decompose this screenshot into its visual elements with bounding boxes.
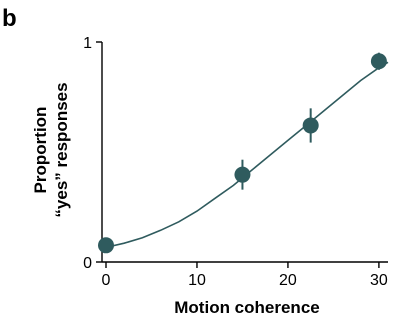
y-axis-title: Proportion “yes” responses: [31, 82, 71, 217]
data-point-3: [370, 53, 387, 70]
fit-curve: [105, 61, 389, 249]
axes: 0 10 20 30 0 1: [83, 35, 388, 289]
data-point-1: [234, 166, 251, 183]
y-tick-label-1: 1: [83, 35, 92, 52]
x-tick-label-0: 0: [102, 272, 111, 289]
y-axis-title-line-1: Proportion: [31, 107, 50, 194]
data-point-0: [98, 237, 114, 254]
data-point-2: [302, 117, 319, 134]
x-tick-label-3: 30: [370, 272, 388, 289]
data-marks: [98, 52, 389, 254]
x-axis-title: Motion coherence: [174, 298, 319, 317]
y-tick-label-0: 0: [83, 255, 92, 272]
y-axis-title-line-2: “yes” responses: [52, 82, 71, 217]
panel-letter: b: [2, 5, 17, 32]
x-tick-label-1: 10: [188, 272, 206, 289]
x-tick-label-2: 20: [279, 272, 297, 289]
